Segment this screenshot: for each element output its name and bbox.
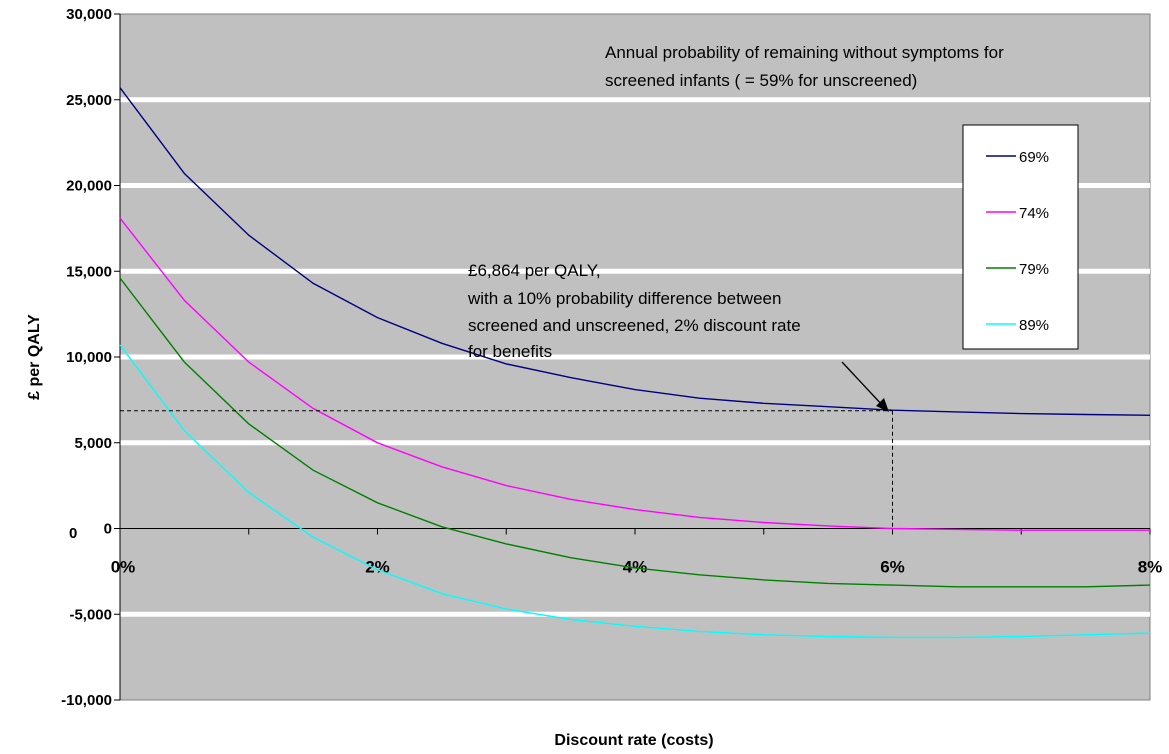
y-tick-label: 15,000 <box>66 263 112 280</box>
series-line-69pct <box>119 87 1151 416</box>
series-lines <box>119 87 1151 639</box>
legend-label: 89% <box>1019 317 1049 334</box>
y-tick-label: -10,000 <box>61 692 112 709</box>
x-tick-label: 4% <box>623 558 648 577</box>
y-axis-title: £ per QALY <box>26 314 43 400</box>
y-tick-label: 30,000 <box>66 6 112 23</box>
annotation-point-line4: for benefits <box>468 342 552 361</box>
legend-label: 79% <box>1019 261 1049 278</box>
y-tick-labels: 30,000 25,000 20,000 15,000 10,000 5,000 0 -5,0… <box>61 6 112 709</box>
x-tick-label: 8% <box>1138 558 1163 577</box>
legend-box <box>962 124 1079 350</box>
annotation-point-line1: £6,864 per QALY, <box>468 261 601 280</box>
annotation-title-line1: Annual probability of remaining without … <box>605 43 1004 62</box>
y-tick-label: -5,000 <box>69 606 112 623</box>
series-line-89pct <box>119 344 1151 639</box>
legend: 69% 74% 79% 89% <box>962 124 1079 350</box>
y-tick-label: 25,000 <box>66 92 112 109</box>
axes <box>114 13 1151 701</box>
x-tick-label: 6% <box>880 558 905 577</box>
origin-label: 0 <box>69 525 77 542</box>
annotation-arrow <box>841 361 889 412</box>
x-axis-title: Discount rate (costs) <box>554 732 713 749</box>
annotation-point-line2: with a 10% probability difference betwee… <box>467 289 781 308</box>
legend-label: 69% <box>1019 149 1049 166</box>
legend-label: 74% <box>1019 205 1049 222</box>
annotation-title-line2: screened infants ( = 59% for unscreened) <box>605 71 917 90</box>
arrow-head-icon <box>876 398 889 412</box>
y-tick-label: 20,000 <box>66 178 112 195</box>
annotation-point-line3: screened and unscreened, 2% discount rat… <box>468 316 801 335</box>
y-tick-label: 5,000 <box>74 435 112 452</box>
series-line-79pct <box>119 277 1151 588</box>
series-line-74pct <box>119 217 1150 531</box>
reference-lines <box>120 410 893 529</box>
y-tick-label: 0 <box>104 521 112 538</box>
x-tick-label: 0% <box>111 558 136 577</box>
y-tick-label: 10,000 <box>66 349 112 366</box>
